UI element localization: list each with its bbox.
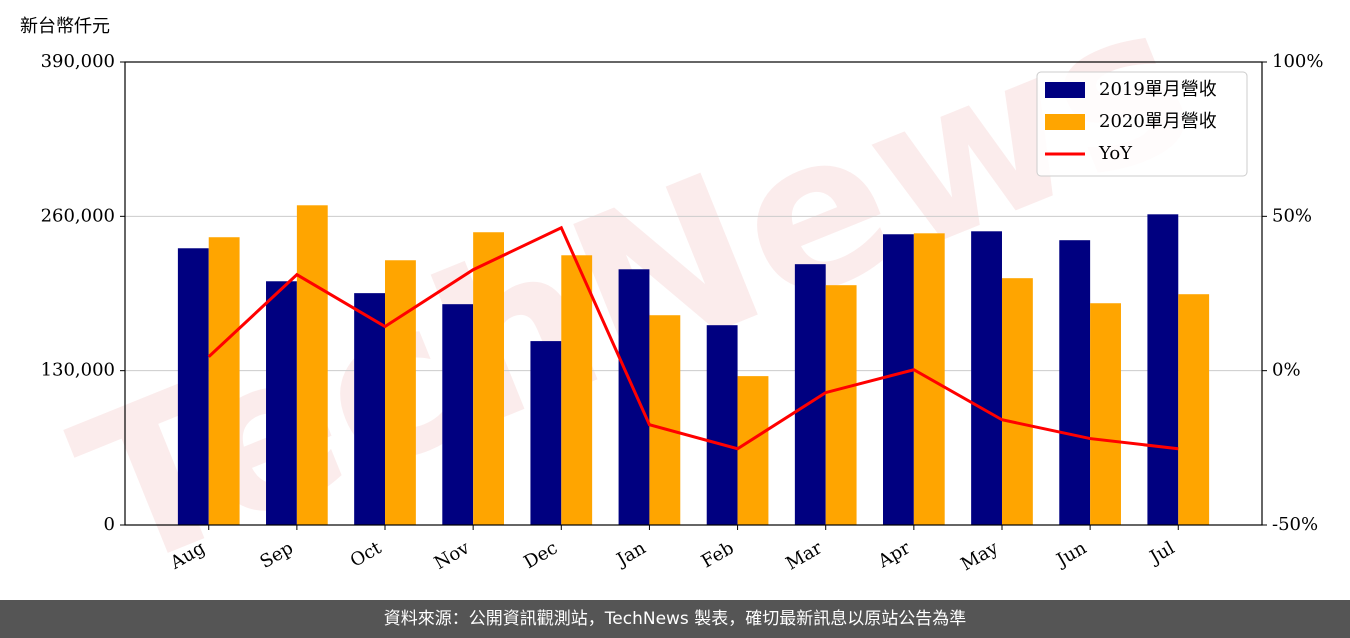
bar <box>825 285 857 525</box>
bar <box>971 231 1002 525</box>
x-tick-label: Jan <box>612 537 650 571</box>
bar <box>296 205 328 526</box>
x-tick-label: Oct <box>347 537 386 572</box>
y2-tick-label: 50% <box>1272 205 1312 226</box>
y2-tick-label: 100% <box>1272 51 1323 72</box>
bar <box>473 232 504 526</box>
bar <box>177 248 209 525</box>
footer-bar <box>0 600 1350 638</box>
bar <box>1059 240 1091 525</box>
legend-swatch <box>1045 114 1085 130</box>
bar <box>1001 278 1033 525</box>
bar <box>649 315 681 525</box>
bar <box>1147 214 1179 525</box>
bar <box>354 293 386 525</box>
y2-tick-label: 0% <box>1272 360 1301 381</box>
x-tick-label: Jul <box>1145 537 1179 569</box>
bar <box>883 234 914 525</box>
bar <box>442 304 474 525</box>
line <box>207 225 1179 451</box>
footer-text: 資料來源：公開資訊觀測站，TechNews 製表，確切最新訊息以原站公告為準 <box>384 609 966 629</box>
legend-box <box>1036 71 1248 177</box>
y-tick-label: 0 <box>104 514 115 535</box>
unit-label: 新台幣仟元 <box>20 16 110 37</box>
x-tick-label: Nov <box>431 537 474 574</box>
plot-frame <box>124 61 1263 526</box>
bar <box>1178 294 1210 525</box>
y-tick-label: 390,000 <box>41 51 115 72</box>
bar <box>706 325 738 525</box>
x-tick-label: Mar <box>782 537 826 574</box>
bar <box>561 255 593 525</box>
bar <box>1090 303 1121 525</box>
y-tick-label: 130,000 <box>41 360 115 381</box>
legend-label: 2020單月營收 <box>1099 111 1217 132</box>
y2-tick-label: -50% <box>1272 514 1318 535</box>
y-tick-label: 260,000 <box>41 205 115 226</box>
bar <box>385 260 416 525</box>
x-tick-label: Apr <box>874 537 914 572</box>
bar <box>266 281 297 525</box>
x-tick-label: Dec <box>520 537 561 573</box>
bar <box>530 341 562 525</box>
bar <box>208 237 240 525</box>
bar <box>737 376 769 525</box>
legend-label: YoY <box>1098 143 1133 164</box>
bar <box>618 269 650 525</box>
x-tick-label: May <box>957 537 1002 575</box>
legend-swatch <box>1045 82 1085 98</box>
x-tick-label: Jun <box>1052 537 1091 572</box>
legend-label: 2019單月營收 <box>1099 79 1217 100</box>
x-tick-label: Feb <box>698 537 738 572</box>
